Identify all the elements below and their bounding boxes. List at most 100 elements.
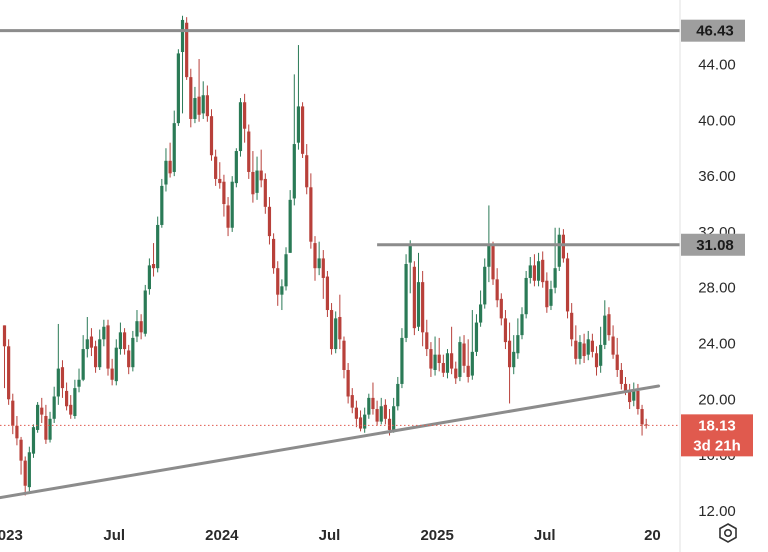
- candle: [23, 456, 27, 496]
- candle: [416, 252, 421, 331]
- candle-body: [280, 286, 284, 295]
- candle: [594, 346, 599, 376]
- candle-body: [172, 123, 176, 172]
- candle: [272, 233, 276, 274]
- time-tick-label: Jul: [319, 527, 341, 544]
- candle: [565, 252, 570, 319]
- settings-icon[interactable]: [706, 517, 750, 549]
- candle: [520, 307, 524, 340]
- candle: [536, 252, 541, 287]
- candle: [267, 197, 272, 245]
- candle-body: [574, 340, 578, 359]
- level-price-tag: 31.08: [681, 233, 745, 256]
- candle-body: [56, 368, 60, 397]
- candle: [185, 17, 189, 80]
- candle-body: [599, 344, 603, 366]
- candle-body: [114, 347, 118, 382]
- candle: [495, 268, 499, 308]
- candle: [313, 236, 317, 281]
- candle-body: [143, 290, 147, 334]
- candle: [325, 270, 330, 317]
- candle: [60, 360, 65, 398]
- candle: [607, 307, 611, 341]
- candle-body: [205, 95, 209, 117]
- candle: [234, 148, 238, 188]
- candle-body: [628, 390, 632, 403]
- candle-body: [383, 404, 387, 419]
- candle-body: [507, 340, 512, 368]
- candle: [280, 279, 284, 311]
- candle-body: [48, 418, 52, 440]
- candle-body: [272, 238, 276, 269]
- candle-body: [139, 321, 143, 333]
- candle-body: [611, 336, 615, 355]
- candle-body: [309, 187, 313, 242]
- last-price-tag-box: [681, 414, 753, 457]
- candle-body: [578, 342, 582, 359]
- candle-body: [520, 314, 524, 336]
- candle-body: [147, 265, 151, 290]
- candle: [36, 402, 40, 433]
- time-tick-label: 2024: [205, 527, 239, 544]
- candle: [338, 294, 342, 350]
- level-tag-label: 31.08: [696, 237, 734, 254]
- candle-body: [495, 279, 499, 301]
- candle-body: [619, 369, 623, 384]
- price-tick-label: 24.00: [698, 335, 736, 352]
- candle: [346, 363, 350, 404]
- candle-body: [623, 383, 628, 391]
- candle-body: [404, 264, 408, 338]
- candle: [507, 322, 512, 404]
- candle: [408, 240, 412, 294]
- candle: [114, 339, 118, 386]
- candle-body: [40, 407, 44, 415]
- candle: [586, 330, 590, 361]
- candle: [15, 416, 19, 446]
- candle: [230, 176, 234, 232]
- candle: [570, 303, 574, 347]
- candle: [450, 326, 454, 375]
- support-trendline[interactable]: [0, 384, 661, 501]
- candle-body: [197, 96, 201, 115]
- plot-area[interactable]: [0, 15, 680, 501]
- candle-body: [218, 178, 222, 184]
- candle-body: [561, 234, 565, 259]
- candle: [251, 151, 255, 203]
- price-tags: 46.43 31.08 18.13 3d 21h: [681, 19, 753, 457]
- candle-body: [334, 318, 338, 350]
- candle-body: [553, 268, 557, 288]
- candle-body: [127, 350, 131, 368]
- candle: [102, 319, 106, 347]
- candle: [288, 190, 292, 253]
- candle: [553, 227, 557, 294]
- candle: [247, 124, 251, 179]
- level-tag-label: 46.43: [696, 23, 734, 40]
- candle: [329, 303, 334, 355]
- candle-body: [151, 264, 156, 269]
- candle-body: [305, 155, 309, 188]
- candle: [172, 110, 176, 177]
- candle-body: [284, 254, 288, 287]
- candle-body: [329, 310, 334, 350]
- candle-body: [636, 390, 640, 410]
- candle: [193, 86, 197, 124]
- candle: [164, 148, 168, 192]
- candle: [400, 328, 404, 389]
- candle-body: [396, 383, 400, 407]
- candle: [574, 325, 578, 365]
- candle-body: [36, 404, 40, 430]
- candle: [110, 358, 114, 386]
- candle: [358, 410, 363, 432]
- candle: [603, 300, 607, 350]
- candle: [545, 272, 549, 313]
- candle-body: [89, 336, 94, 348]
- candle-body: [52, 396, 56, 419]
- time-axis[interactable]: 2023 Jul 2024 Jul 2025 Jul 20: [0, 527, 661, 544]
- candle: [532, 254, 537, 287]
- candle-body: [98, 339, 102, 368]
- candle: [69, 395, 73, 419]
- candle-body: [259, 170, 263, 181]
- candle: [334, 311, 338, 354]
- candle: [640, 404, 644, 436]
